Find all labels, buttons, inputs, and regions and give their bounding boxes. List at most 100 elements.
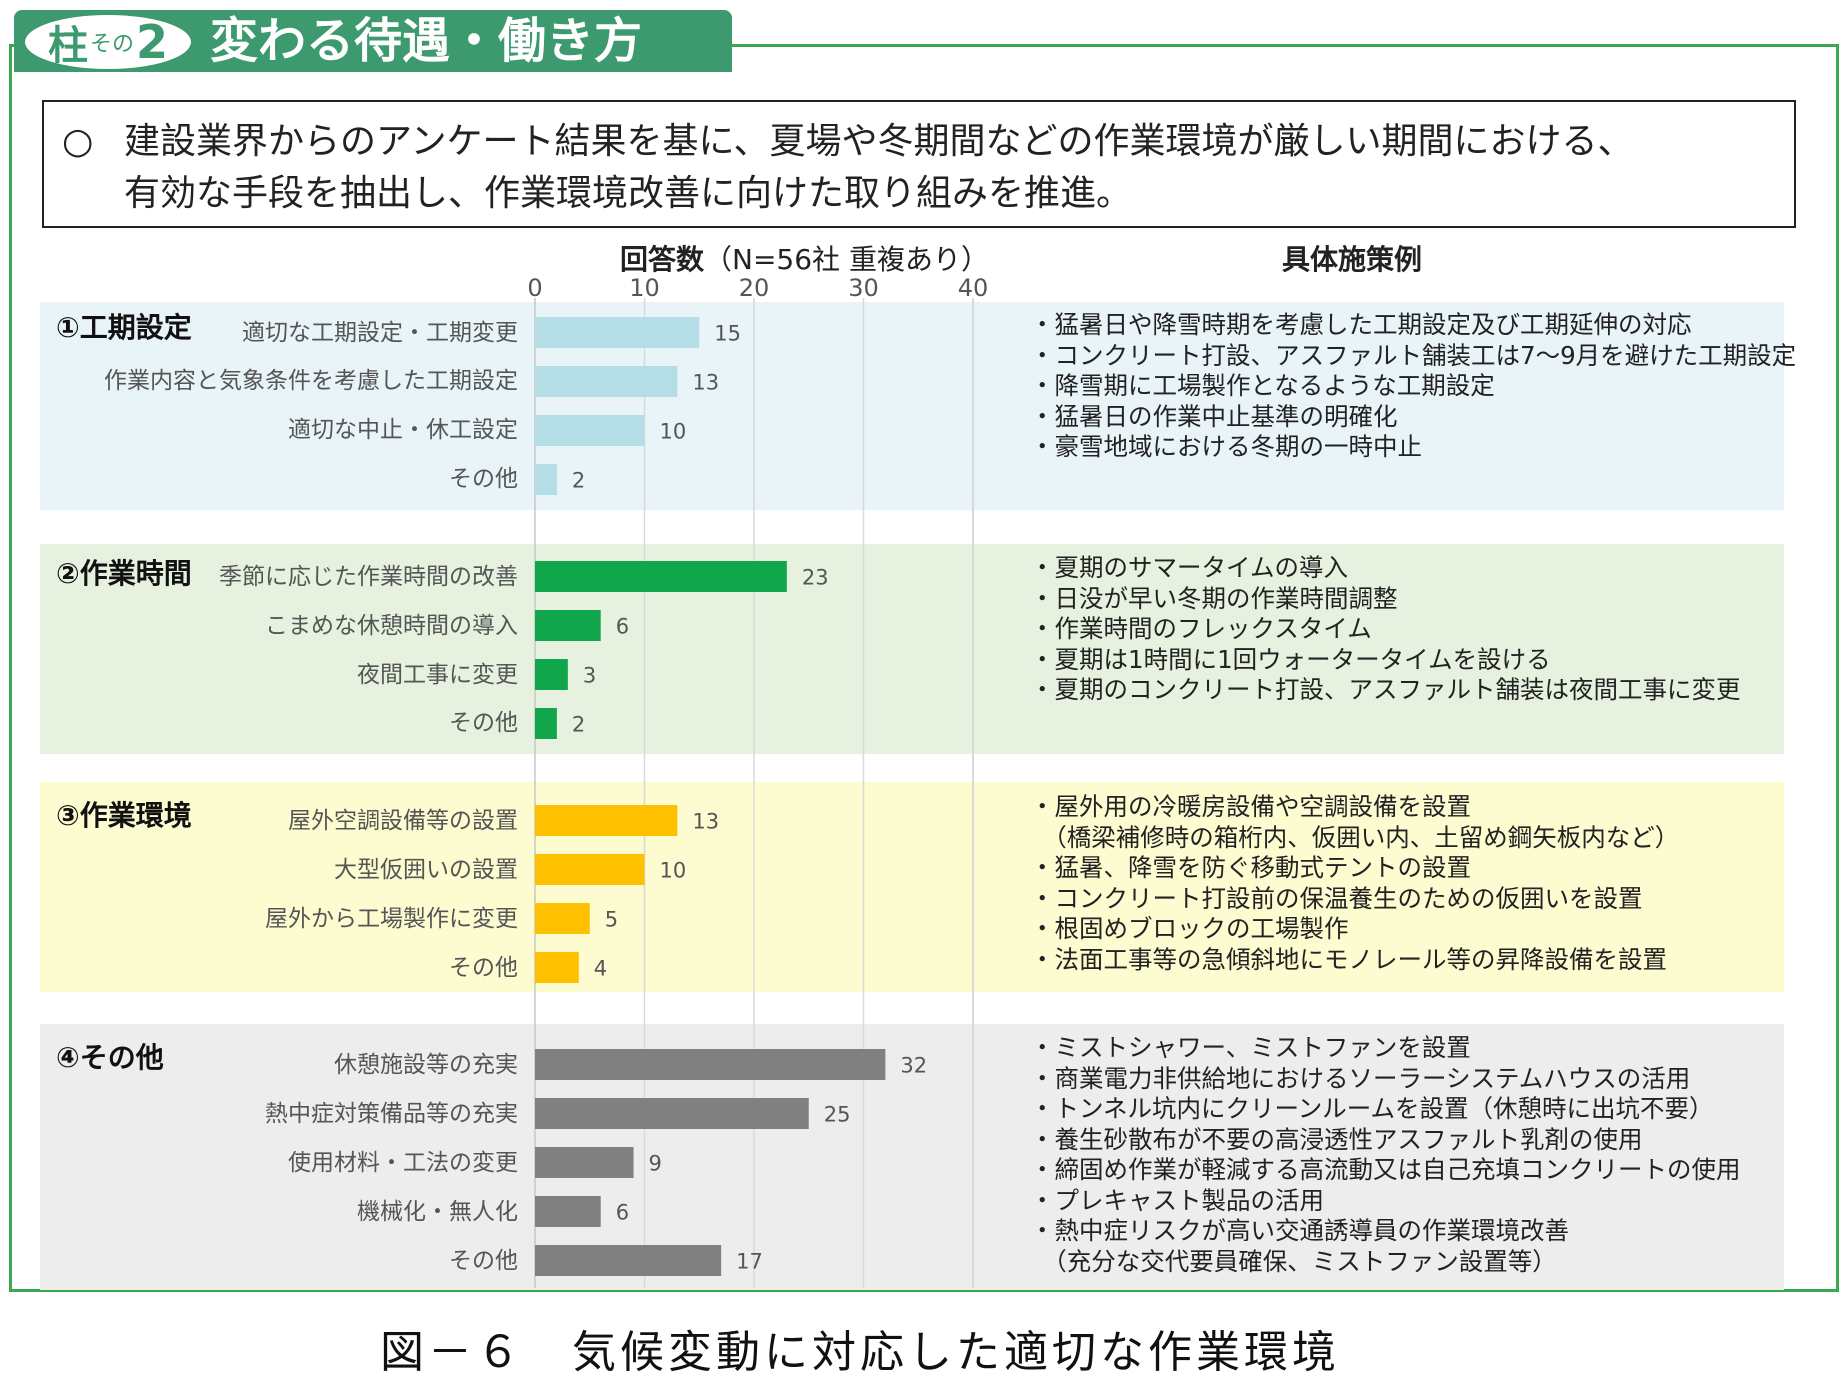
bar xyxy=(535,415,645,446)
group-title-4: ④その他 xyxy=(56,1041,164,1074)
measure-item: ・夏期は1時間に1回ウォータータイムを設ける xyxy=(1030,644,1551,674)
measure-item: ・コンクリート打設前の保温養生のための仮囲いを設置 xyxy=(1030,883,1643,913)
bar xyxy=(535,805,678,836)
measure-item: ・猛暑、降雪を防ぐ移動式テントの設置 xyxy=(1030,853,1471,882)
figure-caption: 図－６ 気候変動に対応した適切な作業環境 xyxy=(380,1327,1340,1378)
data-label: 17 xyxy=(736,1250,763,1274)
category-label: 季節に応じた作業時間の改善 xyxy=(219,564,518,590)
category-label: 屋外空調設備等の設置 xyxy=(288,808,518,834)
measure-item: ・法面工事等の急傾斜地にモノレール等の昇降設備を設置 xyxy=(1030,944,1667,974)
data-label: 5 xyxy=(605,908,618,932)
bar xyxy=(535,1147,634,1178)
measure-item: ・猛暑日の作業中止基準の明確化 xyxy=(1030,401,1398,431)
pillar-kanji: 柱 xyxy=(47,23,88,69)
measure-item: ・屋外用の冷暖房設備や空調設備を設置 xyxy=(1030,792,1471,821)
measures-list-1: ・猛暑日や降雪時期を考慮した工期設定及び工期延伸の対応 ・コンクリート打設、アス… xyxy=(1030,310,1796,463)
category-label: 夜間工事に変更 xyxy=(357,662,518,688)
data-label: 15 xyxy=(714,322,741,346)
measure-item: （橋梁補修時の箱桁内、仮囲い内、土留め鋼矢板内など） xyxy=(1030,822,1680,852)
data-label: 10 xyxy=(660,859,687,883)
measure-item: ・降雪期に工場製作となるような工期設定 xyxy=(1030,371,1495,400)
bar xyxy=(535,464,557,495)
measure-item: （充分な交代要員確保、ミストファン設置等） xyxy=(1030,1246,1557,1276)
measure-item: ・猛暑日や降雪時期を考慮した工期設定及び工期延伸の対応 xyxy=(1030,310,1692,339)
category-label: その他 xyxy=(449,955,518,981)
group-background xyxy=(40,782,1784,992)
bar xyxy=(535,561,787,592)
bar xyxy=(535,854,645,885)
responses-header: 回答数（N=56社 重複あり） xyxy=(620,238,989,278)
x-tick-label: 40 xyxy=(958,274,989,302)
category-label: 熱中症対策備品等の充実 xyxy=(265,1101,518,1127)
group-title-3: ③作業環境 xyxy=(56,799,192,832)
pillar-badge: 柱 その 2 xyxy=(22,12,194,72)
circle-bullet-icon: ○ xyxy=(62,121,94,162)
category-label: こまめな休憩時間の導入 xyxy=(265,613,518,639)
measures-list-3: ・屋外用の冷暖房設備や空調設備を設置 （橋梁補修時の箱桁内、仮囲い内、土留め鋼矢… xyxy=(1030,792,1679,975)
data-label: 2 xyxy=(572,713,585,737)
pillar-number: 2 xyxy=(136,15,169,69)
category-label: 屋外から工場製作に変更 xyxy=(265,906,518,932)
x-tick-label: 30 xyxy=(848,274,879,302)
page-title: 変わる待遇・働き方 xyxy=(210,13,643,69)
category-label: 使用材料・工法の変更 xyxy=(288,1150,518,1176)
group-title-1: ①工期設定 xyxy=(56,311,192,344)
x-tick-label: 0 xyxy=(527,274,542,302)
content-frame xyxy=(9,44,1839,1292)
measure-item: ・豪雪地域における冬期の一時中止 xyxy=(1030,432,1422,461)
category-label: 作業内容と気象条件を考慮した工期設定 xyxy=(104,368,518,394)
data-label: 13 xyxy=(692,371,719,395)
category-label: 大型仮囲いの設置 xyxy=(334,857,518,883)
data-label: 2 xyxy=(572,469,585,493)
measure-item: ・夏期のコンクリート打設、アスファルト舗装は夜間工事に変更 xyxy=(1030,675,1741,704)
group-background xyxy=(40,1024,1784,1290)
category-label: 機械化・無人化 xyxy=(357,1199,518,1225)
category-label: 適切な工期設定・工期変更 xyxy=(242,320,518,346)
measure-item: ・コンクリート打設、アスファルト舗装工は7～9月を避けた工期設定 xyxy=(1030,340,1797,370)
measure-item: ・熱中症リスクが高い交通誘導員の作業環境改善 xyxy=(1030,1216,1569,1245)
bar xyxy=(535,952,579,983)
group-background xyxy=(40,544,1784,754)
bar xyxy=(535,659,568,690)
category-label: 適切な中止・休工設定 xyxy=(288,417,518,443)
data-label: 3 xyxy=(583,664,596,688)
measures-list-2: ・夏期のサマータイムの導入 ・日没が早い冬期の作業時間調整 ・作業時間のフレック… xyxy=(1030,553,1741,706)
category-label: その他 xyxy=(449,710,518,736)
category-label: その他 xyxy=(449,466,518,492)
bar xyxy=(535,317,700,348)
measure-item: ・作業時間のフレックスタイム xyxy=(1030,614,1372,643)
x-tick-label: 20 xyxy=(739,274,770,302)
lead-line-1: 建設業界からのアンケート結果を基に、夏場や冬期間などの作業環境が厳しい期間におけ… xyxy=(124,121,1634,162)
pillar-sono: その xyxy=(89,32,134,57)
bar xyxy=(535,708,557,739)
responses-header-bold: 回答数 xyxy=(620,243,705,276)
group-title-2: ②作業時間 xyxy=(56,557,192,590)
bar xyxy=(535,1098,809,1129)
responses-header-note: （N=56社 重複あり） xyxy=(704,243,989,276)
measures-header: 具体施策例 xyxy=(1282,243,1423,276)
bar xyxy=(535,1245,722,1276)
bar xyxy=(535,610,601,641)
bar xyxy=(535,1196,601,1227)
data-label: 6 xyxy=(616,1201,629,1225)
measure-item: ・ミストシャワー、ミストファンを設置 xyxy=(1030,1033,1471,1062)
bar xyxy=(535,366,678,397)
lead-box: ○ 建設業界からのアンケート結果を基に、夏場や冬期間などの作業環境が厳しい期間に… xyxy=(42,100,1796,228)
measure-item: ・日没が早い冬期の作業時間調整 xyxy=(1030,583,1398,613)
category-label: その他 xyxy=(449,1248,518,1274)
category-label: 休憩施設等の充実 xyxy=(334,1052,518,1078)
bar xyxy=(535,903,590,934)
measure-item: ・トンネル坑内にクリーンルームを設置（休憩時に出坑不要） xyxy=(1030,1094,1714,1123)
x-tick-label: 10 xyxy=(629,274,660,302)
data-label: 13 xyxy=(692,810,719,834)
measure-item: ・商業電力非供給地におけるソーラーシステムハウスの活用 xyxy=(1030,1063,1691,1093)
measures-list-4: ・ミストシャワー、ミストファンを設置 ・商業電力非供給地におけるソーラーシステム… xyxy=(1030,1033,1741,1277)
measure-item: ・夏期のサマータイムの導入 xyxy=(1030,553,1349,582)
measure-item: ・締固め作業が軽減する高流動又は自己充填コンクリートの使用 xyxy=(1030,1155,1741,1184)
lead-text: 建設業界からのアンケート結果を基に、夏場や冬期間などの作業環境が厳しい期間におけ… xyxy=(124,116,1784,220)
data-label: 23 xyxy=(802,566,829,590)
lead-line-2: 有効な手段を抽出し、作業環境改善に向けた取り組みを推進。 xyxy=(124,173,1133,214)
measure-item: ・根固めブロックの工場製作 xyxy=(1030,914,1349,943)
data-label: 9 xyxy=(649,1152,662,1176)
